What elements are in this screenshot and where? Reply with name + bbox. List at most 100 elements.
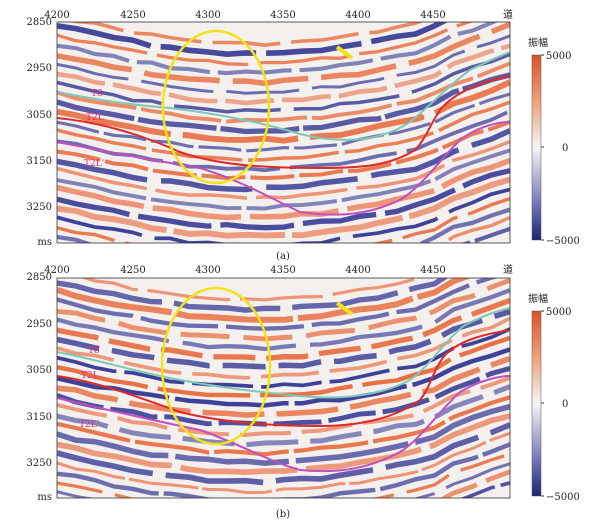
reflector-event	[57, 22, 499, 76]
colorbar-min: −5000	[546, 492, 580, 503]
x-tick: 4200	[44, 265, 69, 276]
reflector-event	[57, 403, 510, 466]
x-axis-a: 4200 4250 4300 4350 4400 4450 道	[44, 8, 513, 21]
reflector-event	[57, 384, 510, 448]
x-tick: 4400	[345, 265, 370, 276]
caption-b: (b)	[276, 509, 290, 520]
x-unit: 道	[503, 263, 513, 276]
x-tick: 4400	[345, 10, 370, 21]
reflector-event	[57, 297, 510, 362]
reflector-event	[57, 100, 510, 163]
y-unit: ms	[37, 237, 52, 248]
horizon-label-t8-a: T8	[91, 89, 103, 99]
reflector-event	[57, 278, 499, 331]
reflector-event	[57, 22, 510, 87]
y-tick: 2950	[27, 319, 52, 330]
colorbar-title: 振幅	[528, 36, 548, 49]
reflector-event	[57, 347, 510, 408]
reflector-event	[57, 22, 474, 67]
horizon-label-t2l-prime-a: T2L'	[84, 159, 104, 169]
reflector-event	[57, 288, 510, 352]
x-tick: 4250	[120, 10, 145, 21]
reflector-event	[57, 158, 510, 221]
y-tick: 3250	[27, 202, 52, 213]
plot-frame-a	[56, 21, 511, 244]
reflector-event	[57, 148, 510, 211]
reflector-event	[57, 139, 510, 200]
x-tick: 4300	[195, 265, 220, 276]
reflector-event	[57, 34, 510, 95]
reflector-event	[57, 413, 510, 476]
x-tick: 4450	[420, 10, 445, 21]
reflector-event	[80, 278, 425, 302]
colorbar-min: −5000	[546, 236, 580, 247]
horizon-t2l-prime-b	[56, 375, 511, 473]
reflector-event	[57, 22, 448, 58]
reflector-event	[57, 278, 449, 313]
anomaly-ellipse-b	[160, 286, 272, 446]
reflector-event	[57, 176, 510, 239]
y-axis-a: 2850 2950 3050 3150 3250 ms	[27, 17, 52, 248]
reflector-event	[57, 187, 510, 243]
reflector-event	[57, 375, 510, 437]
reflector-event	[57, 308, 510, 370]
y-tick: 2850	[27, 17, 52, 28]
y-tick: 3150	[27, 412, 52, 423]
reflector-event	[57, 278, 472, 323]
horizon-t8-a	[56, 51, 511, 141]
y-axis-b: 2850 2950 3050 3150 3250 ms	[27, 272, 52, 503]
reflector-event	[57, 128, 510, 193]
reflector-event	[57, 61, 510, 124]
colorbar-gradient	[531, 310, 542, 497]
plot-frame-b	[56, 277, 511, 499]
x-tick: 4250	[120, 265, 145, 276]
horizon-t2l-prime-a	[56, 121, 511, 216]
reflectors-b	[57, 278, 510, 498]
x-tick: 4350	[270, 265, 295, 276]
x-unit: 道	[503, 8, 513, 21]
reflectors-a	[57, 22, 510, 243]
reflector-event	[57, 356, 510, 418]
reflector-event	[57, 316, 510, 380]
panel-a: T8 T2L T2L' 4200 4250 4300 4350 4400 445…	[27, 8, 580, 262]
y-tick: 3050	[27, 110, 52, 121]
y-tick: 3250	[27, 458, 52, 469]
horizon-label-t2l-b: T2L	[81, 371, 99, 381]
reflector-event	[57, 366, 510, 427]
colorbar-mid: 0	[562, 143, 568, 154]
colorbar-gradient	[531, 54, 542, 241]
reflector-event	[57, 327, 510, 389]
colorbar-b: 振幅 5000 0 −5000	[528, 292, 580, 503]
x-axis-b: 4200 4250 4300 4350 4400 4450 道	[44, 263, 513, 276]
reflector-event	[57, 92, 510, 153]
colorbar-max: 5000	[546, 51, 571, 62]
x-tick: 4200	[44, 10, 69, 21]
colorbar-title: 振幅	[528, 292, 548, 305]
reflector-event	[57, 431, 510, 495]
y-tick: 2850	[27, 272, 52, 283]
y-tick: 3150	[27, 156, 52, 167]
colorbar-max: 5000	[546, 307, 571, 318]
reflector-event	[57, 278, 510, 342]
horizon-label-t2l-prime-b: T2L'	[79, 420, 99, 430]
reflector-event	[57, 196, 510, 243]
reflector-event	[57, 43, 510, 106]
colorbar-mid: 0	[562, 399, 568, 410]
x-tick: 4450	[420, 265, 445, 276]
reflector-event	[57, 462, 510, 498]
panel-b: T8 T2L T2L' 4200 4250 4300 4350 4400 445…	[27, 263, 580, 520]
reflector-event	[57, 120, 510, 181]
reflector-event	[57, 422, 510, 486]
reflector-event	[57, 442, 510, 498]
reflector-event	[57, 452, 510, 498]
y-tick: 2950	[27, 63, 52, 74]
horizon-t2l-a	[56, 75, 511, 170]
reflector-event	[57, 207, 510, 243]
horizon-label-t8-b: T8	[88, 346, 100, 356]
horizon-label-t2l-a: T2L	[86, 113, 104, 123]
reflector-event	[57, 168, 510, 231]
y-unit: ms	[37, 492, 52, 503]
horizon-t8-b	[56, 307, 511, 399]
caption-a: (a)	[276, 251, 290, 262]
